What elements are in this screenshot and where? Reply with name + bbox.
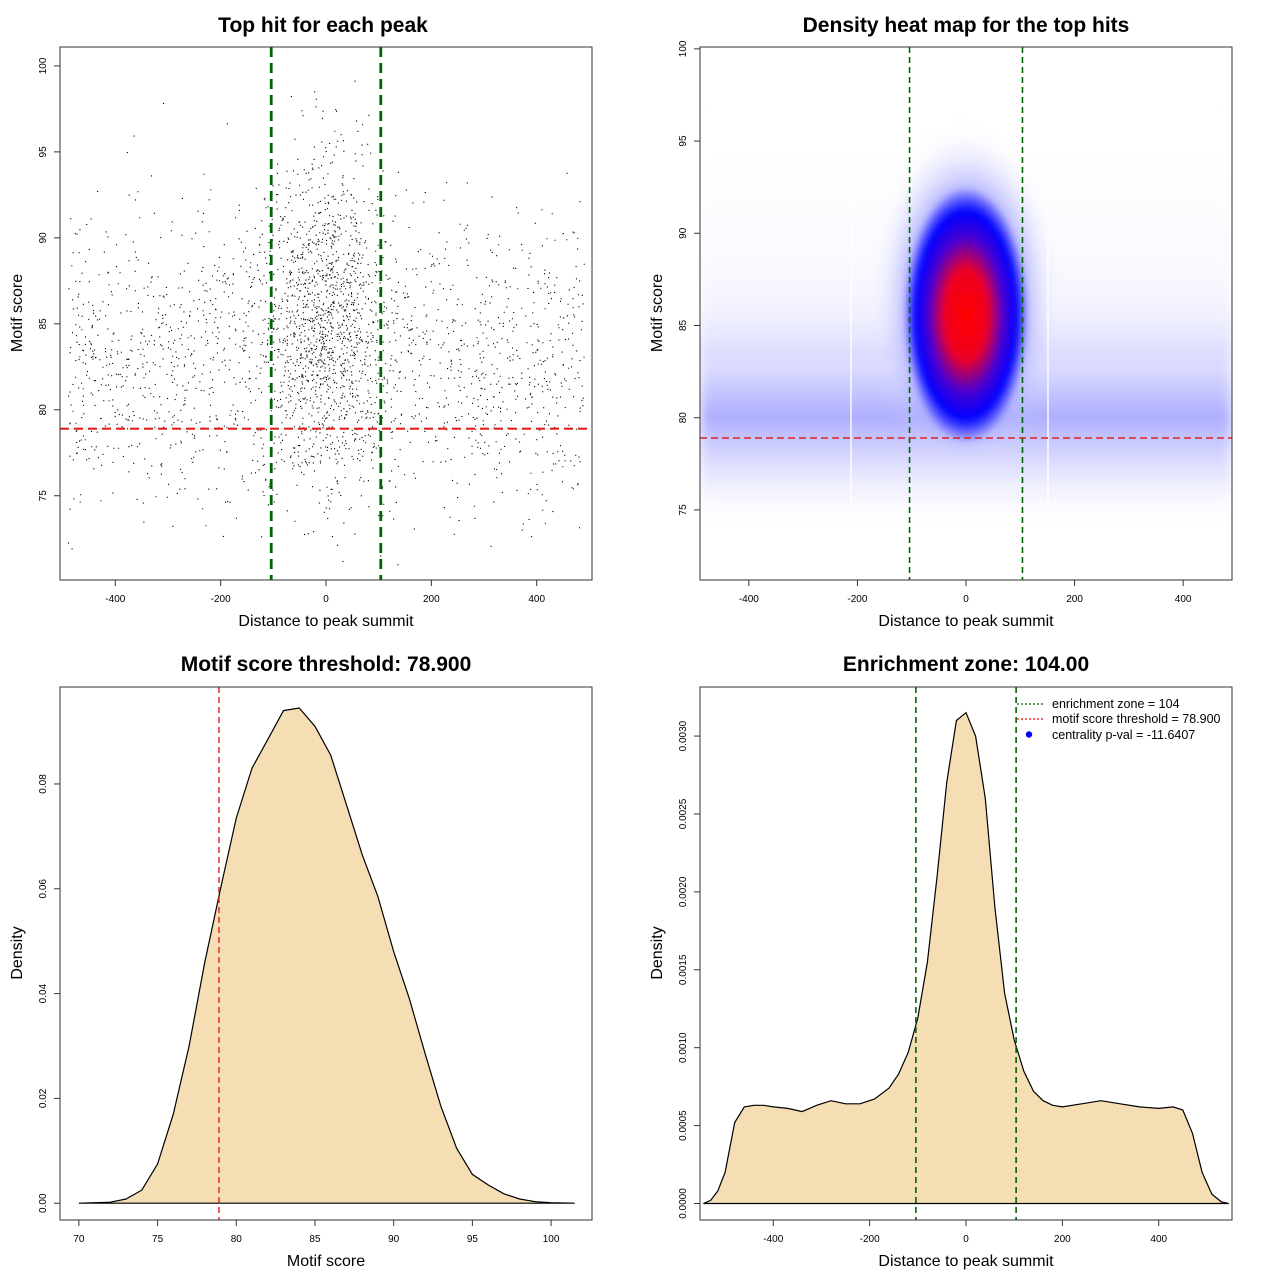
scatter-title: Top hit for each peak [218, 14, 428, 37]
heatmap-y-label: Motif score [649, 274, 666, 352]
heatmap-x-axis: -400 -200 0 200 400 [739, 580, 1192, 605]
y-tick-label: 85 [38, 318, 49, 330]
x-tick-label: 400 [1150, 1234, 1167, 1245]
legend-pval-label: centrality p-val = -11.6407 [1052, 728, 1195, 742]
y-tick-label: 100 [38, 57, 49, 74]
scatter-points [67, 80, 585, 566]
heatmap-y-axis: 75 80 85 90 95 100 [678, 40, 700, 515]
legend-threshold-label: motif score threshold = 78.900 [1052, 712, 1221, 726]
x-tick-label: 0 [323, 594, 329, 605]
heatmap-title: Density heat map for the top hits [803, 14, 1130, 37]
y-tick-label: 0.0030 [678, 720, 689, 751]
x-tick-label: 75 [152, 1234, 164, 1245]
y-tick-label: 0.0015 [678, 954, 689, 985]
distance-density-x-label: Distance to peak summit [878, 1253, 1054, 1270]
heatmap-core [904, 187, 1028, 443]
x-tick-label: -200 [860, 1234, 880, 1245]
x-tick-label: 200 [423, 594, 440, 605]
x-tick-label: 200 [1066, 594, 1083, 605]
x-tick-label: 80 [231, 1234, 243, 1245]
y-tick-label: 0.0020 [678, 876, 689, 907]
y-tick-label: 90 [678, 227, 689, 239]
x-tick-label: 0 [963, 594, 969, 605]
y-tick-label: 0.08 [38, 774, 49, 794]
distance-density-y-axis: 0.0000 0.0005 0.0010 0.0015 0.0020 0.0025 0.00… [678, 720, 700, 1219]
y-tick-label: 100 [678, 40, 689, 57]
x-tick-label: -400 [105, 594, 125, 605]
legend: enrichment zone = 104 motif score thresh… [1017, 697, 1221, 742]
y-tick-label: 75 [678, 504, 689, 516]
x-tick-label: 400 [528, 594, 545, 605]
score-density-panel: Motif score threshold: 78.900 70 75 80 85 90… [9, 653, 593, 1270]
score-density-title: Motif score threshold: 78.900 [181, 653, 472, 676]
x-tick-label: -200 [847, 594, 867, 605]
scatter-y-label: Motif score [9, 274, 26, 352]
scatter-y-axis: 75 80 85 90 95 100 [38, 57, 60, 501]
x-tick-label: 400 [1175, 594, 1192, 605]
score-density-x-axis: 70 75 80 85 90 95 100 [73, 1220, 560, 1245]
heatmap-density [700, 47, 1232, 580]
y-tick-label: 80 [38, 404, 49, 416]
score-density-x-label: Motif score [287, 1253, 365, 1270]
y-tick-label: 0.0005 [678, 1110, 689, 1141]
y-tick-label: 0.0000 [678, 1188, 689, 1219]
y-tick-label: 90 [38, 232, 49, 244]
distance-density-y-label: Density [649, 926, 666, 979]
y-tick-label: 0.0010 [678, 1032, 689, 1063]
x-tick-label: 100 [543, 1234, 560, 1245]
y-tick-label: 95 [678, 135, 689, 147]
y-tick-label: 0.02 [38, 1088, 49, 1108]
y-tick-label: 80 [678, 412, 689, 424]
x-tick-label: -400 [739, 594, 759, 605]
x-tick-label: 90 [388, 1234, 400, 1245]
distance-density-panel: Enrichment zone: 104.00 -400 -200 0 200 400 … [649, 653, 1233, 1270]
legend-pval-swatch [1025, 731, 1033, 738]
score-density-curve [78, 707, 575, 1204]
distance-density-title: Enrichment zone: 104.00 [843, 653, 1089, 676]
x-tick-label: 0 [963, 1234, 969, 1245]
score-density-y-axis: 0.00 0.02 0.04 0.06 0.08 [38, 774, 60, 1213]
x-tick-label: 70 [73, 1234, 85, 1245]
scatter-x-axis: -400 -200 0 200 400 [105, 580, 545, 605]
heatmap-panel: Density heat map for the top hits -400 -2… [649, 14, 1233, 630]
scatter-point-cloud [67, 80, 585, 566]
y-tick-label: 0.06 [38, 879, 49, 899]
x-tick-label: 95 [467, 1234, 479, 1245]
heatmap-x-label: Distance to peak summit [878, 613, 1054, 630]
scatter-panel: Top hit for each peak -400 -200 0 200 400 75… [9, 14, 593, 630]
x-tick-label: -400 [763, 1234, 783, 1245]
legend-enrichment-label: enrichment zone = 104 [1052, 697, 1180, 711]
y-tick-label: 75 [38, 490, 49, 502]
y-tick-label: 0.04 [38, 983, 49, 1003]
y-tick-label: 95 [38, 146, 49, 158]
scatter-plot-frame [59, 46, 593, 581]
distance-density-x-axis: -400 -200 0 200 400 [763, 1220, 1168, 1245]
y-tick-label: 0.0025 [678, 798, 689, 829]
score-density-y-label: Density [9, 926, 26, 979]
x-tick-label: 200 [1054, 1234, 1071, 1245]
score-density-frame [59, 686, 593, 1221]
y-tick-label: 85 [678, 319, 689, 331]
x-tick-label: 85 [309, 1234, 321, 1245]
scatter-x-label: Distance to peak summit [238, 613, 414, 630]
x-tick-label: -200 [211, 594, 231, 605]
y-tick-label: 0.00 [38, 1193, 49, 1213]
distance-density-curve [703, 711, 1229, 1205]
